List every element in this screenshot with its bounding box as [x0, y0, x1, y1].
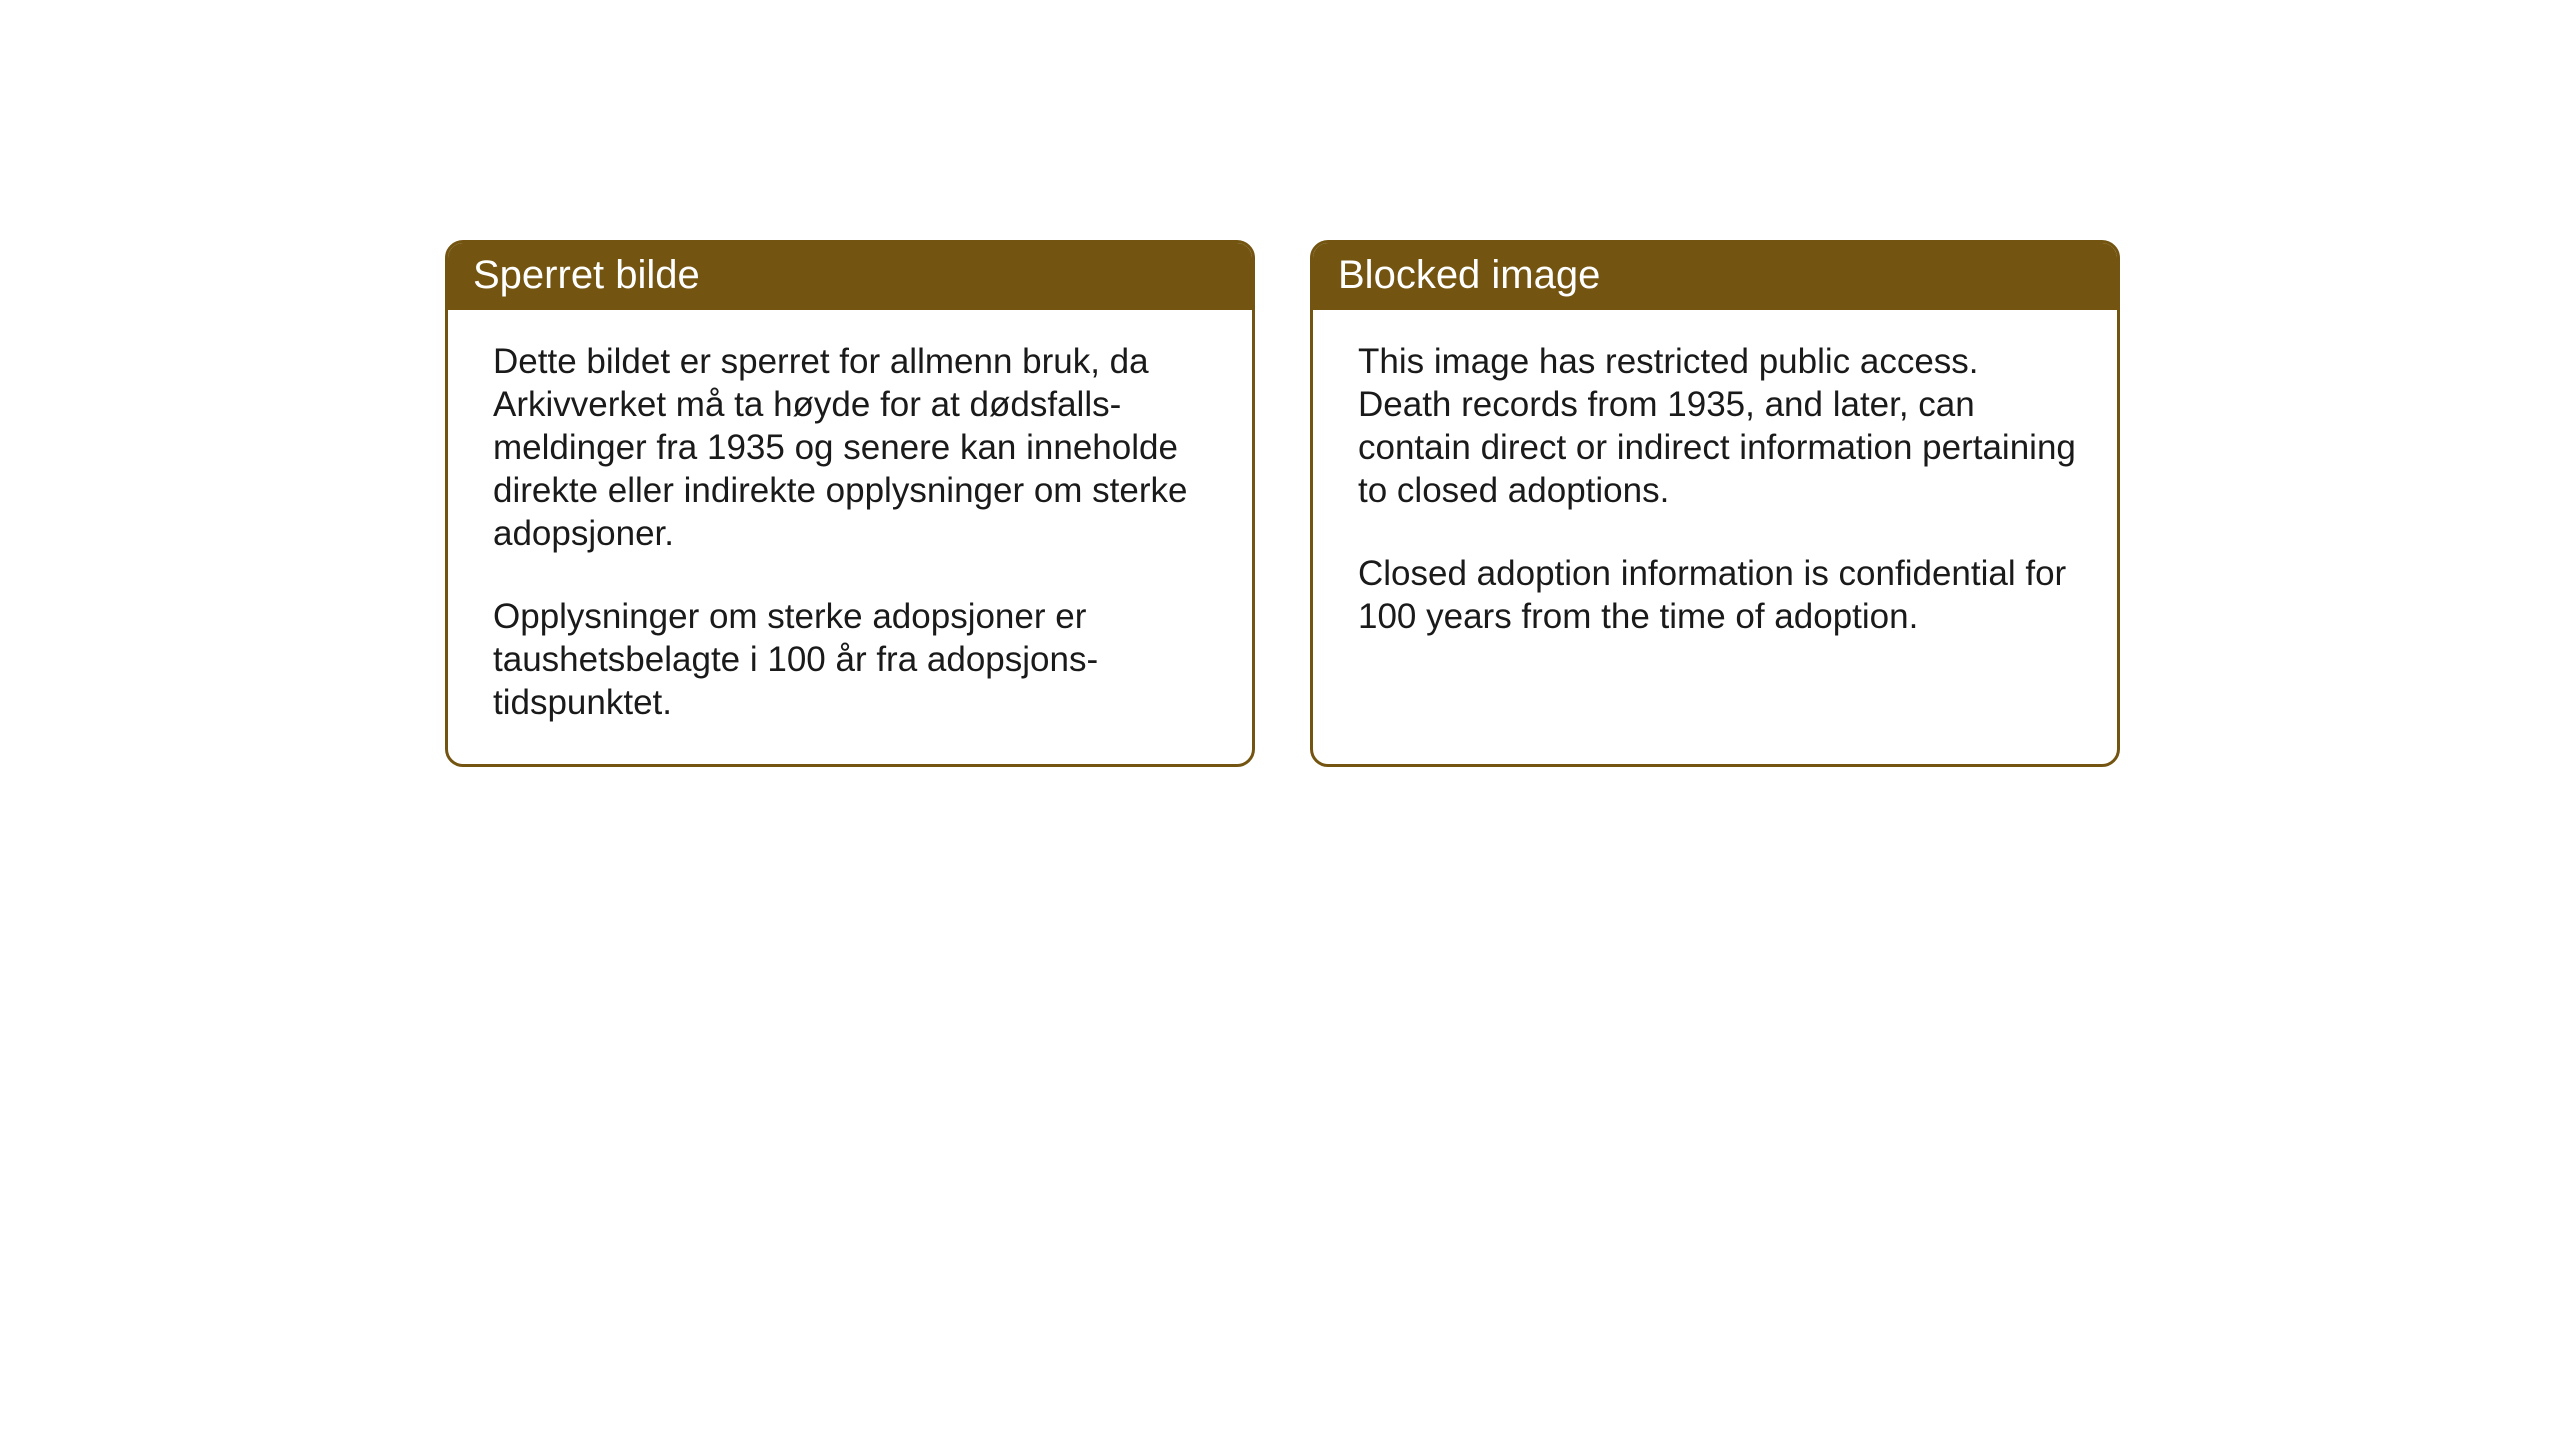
card-norwegian: Sperret bilde Dette bildet er sperret fo…	[445, 240, 1255, 767]
card-header-norwegian: Sperret bilde	[448, 243, 1252, 310]
card-paragraph: Dette bildet er sperret for allmenn bruk…	[493, 340, 1212, 555]
card-body-english: This image has restricted public access.…	[1313, 310, 2117, 764]
card-body-norwegian: Dette bildet er sperret for allmenn bruk…	[448, 310, 1252, 764]
cards-container: Sperret bilde Dette bildet er sperret fo…	[445, 240, 2120, 767]
card-paragraph: Closed adoption information is confident…	[1358, 552, 2077, 638]
card-paragraph: This image has restricted public access.…	[1358, 340, 2077, 512]
card-paragraph: Opplysninger om sterke adopsjoner er tau…	[493, 595, 1212, 724]
card-english: Blocked image This image has restricted …	[1310, 240, 2120, 767]
card-title-norwegian: Sperret bilde	[473, 253, 700, 297]
card-title-english: Blocked image	[1338, 253, 1600, 297]
card-header-english: Blocked image	[1313, 243, 2117, 310]
